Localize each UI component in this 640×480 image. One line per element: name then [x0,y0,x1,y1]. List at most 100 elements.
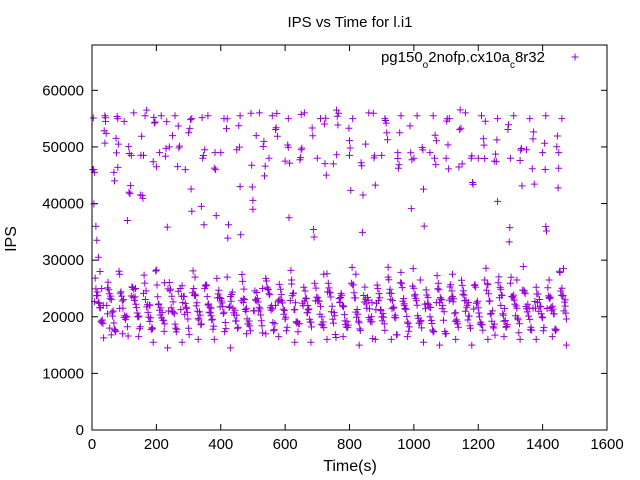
data-point [511,300,519,308]
data-point [264,286,272,294]
data-point [258,322,266,330]
data-point [560,265,567,273]
data-point [353,313,361,321]
data-point [170,308,178,316]
data-point [384,263,392,271]
data-point [504,126,512,133]
data-point [307,338,315,346]
data-point [552,326,560,334]
data-point [320,324,328,332]
data-point [257,317,265,325]
data-point [474,297,482,305]
data-point [149,158,157,166]
data-point [169,298,177,306]
data-point [255,303,263,311]
data-point [210,164,218,172]
data-point [221,328,229,336]
data-point [523,308,531,316]
data-point [348,263,356,271]
data-point [113,149,120,157]
data-point [506,154,514,162]
data-point [458,281,466,289]
data-point [185,129,193,137]
data-point [184,315,192,323]
data-point [313,293,321,301]
data-point [546,293,554,301]
data-point [395,161,403,169]
data-point [120,117,128,125]
data-point [542,112,550,120]
data-point [134,313,142,321]
data-point [411,291,419,299]
data-point [440,308,448,316]
data-point [344,321,352,329]
data-point [268,112,276,120]
data-point [326,289,334,297]
data-point [436,341,444,349]
y-tick-label: 40000 [42,196,84,213]
data-point [284,115,292,123]
data-point [403,333,411,341]
data-point [167,304,175,312]
data-point [528,326,536,334]
data-point [481,155,489,162]
legend-text-part: 2nofp.cx10a [428,49,510,66]
data-point [514,316,522,324]
data-point [470,281,478,289]
data-point [350,289,358,297]
data-point [283,323,291,331]
data-point [556,269,564,276]
data-point [503,321,511,329]
data-point [392,314,400,322]
data-point [496,283,504,291]
data-point [307,318,315,326]
data-point [136,191,144,199]
data-point [127,182,135,190]
data-point [174,122,182,130]
data-point [484,335,492,343]
data-point [91,274,99,282]
data-point [394,164,402,172]
data-point [535,296,543,303]
data-point [100,334,108,342]
data-point [154,293,162,301]
data-point [183,308,191,316]
data-point [331,331,339,338]
data-point [158,309,166,317]
data-point [460,291,468,299]
data-point [397,268,405,276]
data-point [254,298,262,306]
data-point [542,223,550,231]
x-tick-label: 1000 [397,436,430,453]
data-point [544,284,552,292]
data-point [181,299,189,307]
data-point [234,324,241,332]
data-point [207,312,215,320]
data-point [205,308,213,316]
data-point [98,285,106,292]
data-point [355,319,363,327]
data-point [235,122,243,130]
data-point [164,344,172,352]
data-point [171,320,179,328]
data-point [131,293,139,301]
data-point [516,320,523,328]
data-point [246,322,254,330]
data-point [94,298,102,306]
data-point [419,146,427,154]
x-tick-label: 1400 [526,436,559,453]
data-point [300,283,308,291]
data-point [360,292,368,299]
data-point [448,287,456,295]
data-point [393,331,401,339]
data-point [112,134,120,142]
data-point [201,282,209,290]
data-point [476,320,484,328]
data-point [293,318,301,326]
data-point [490,324,498,332]
data-point [111,177,118,185]
data-point [204,112,212,120]
data-point [234,323,242,331]
data-point [340,311,348,319]
data-point [555,267,563,275]
